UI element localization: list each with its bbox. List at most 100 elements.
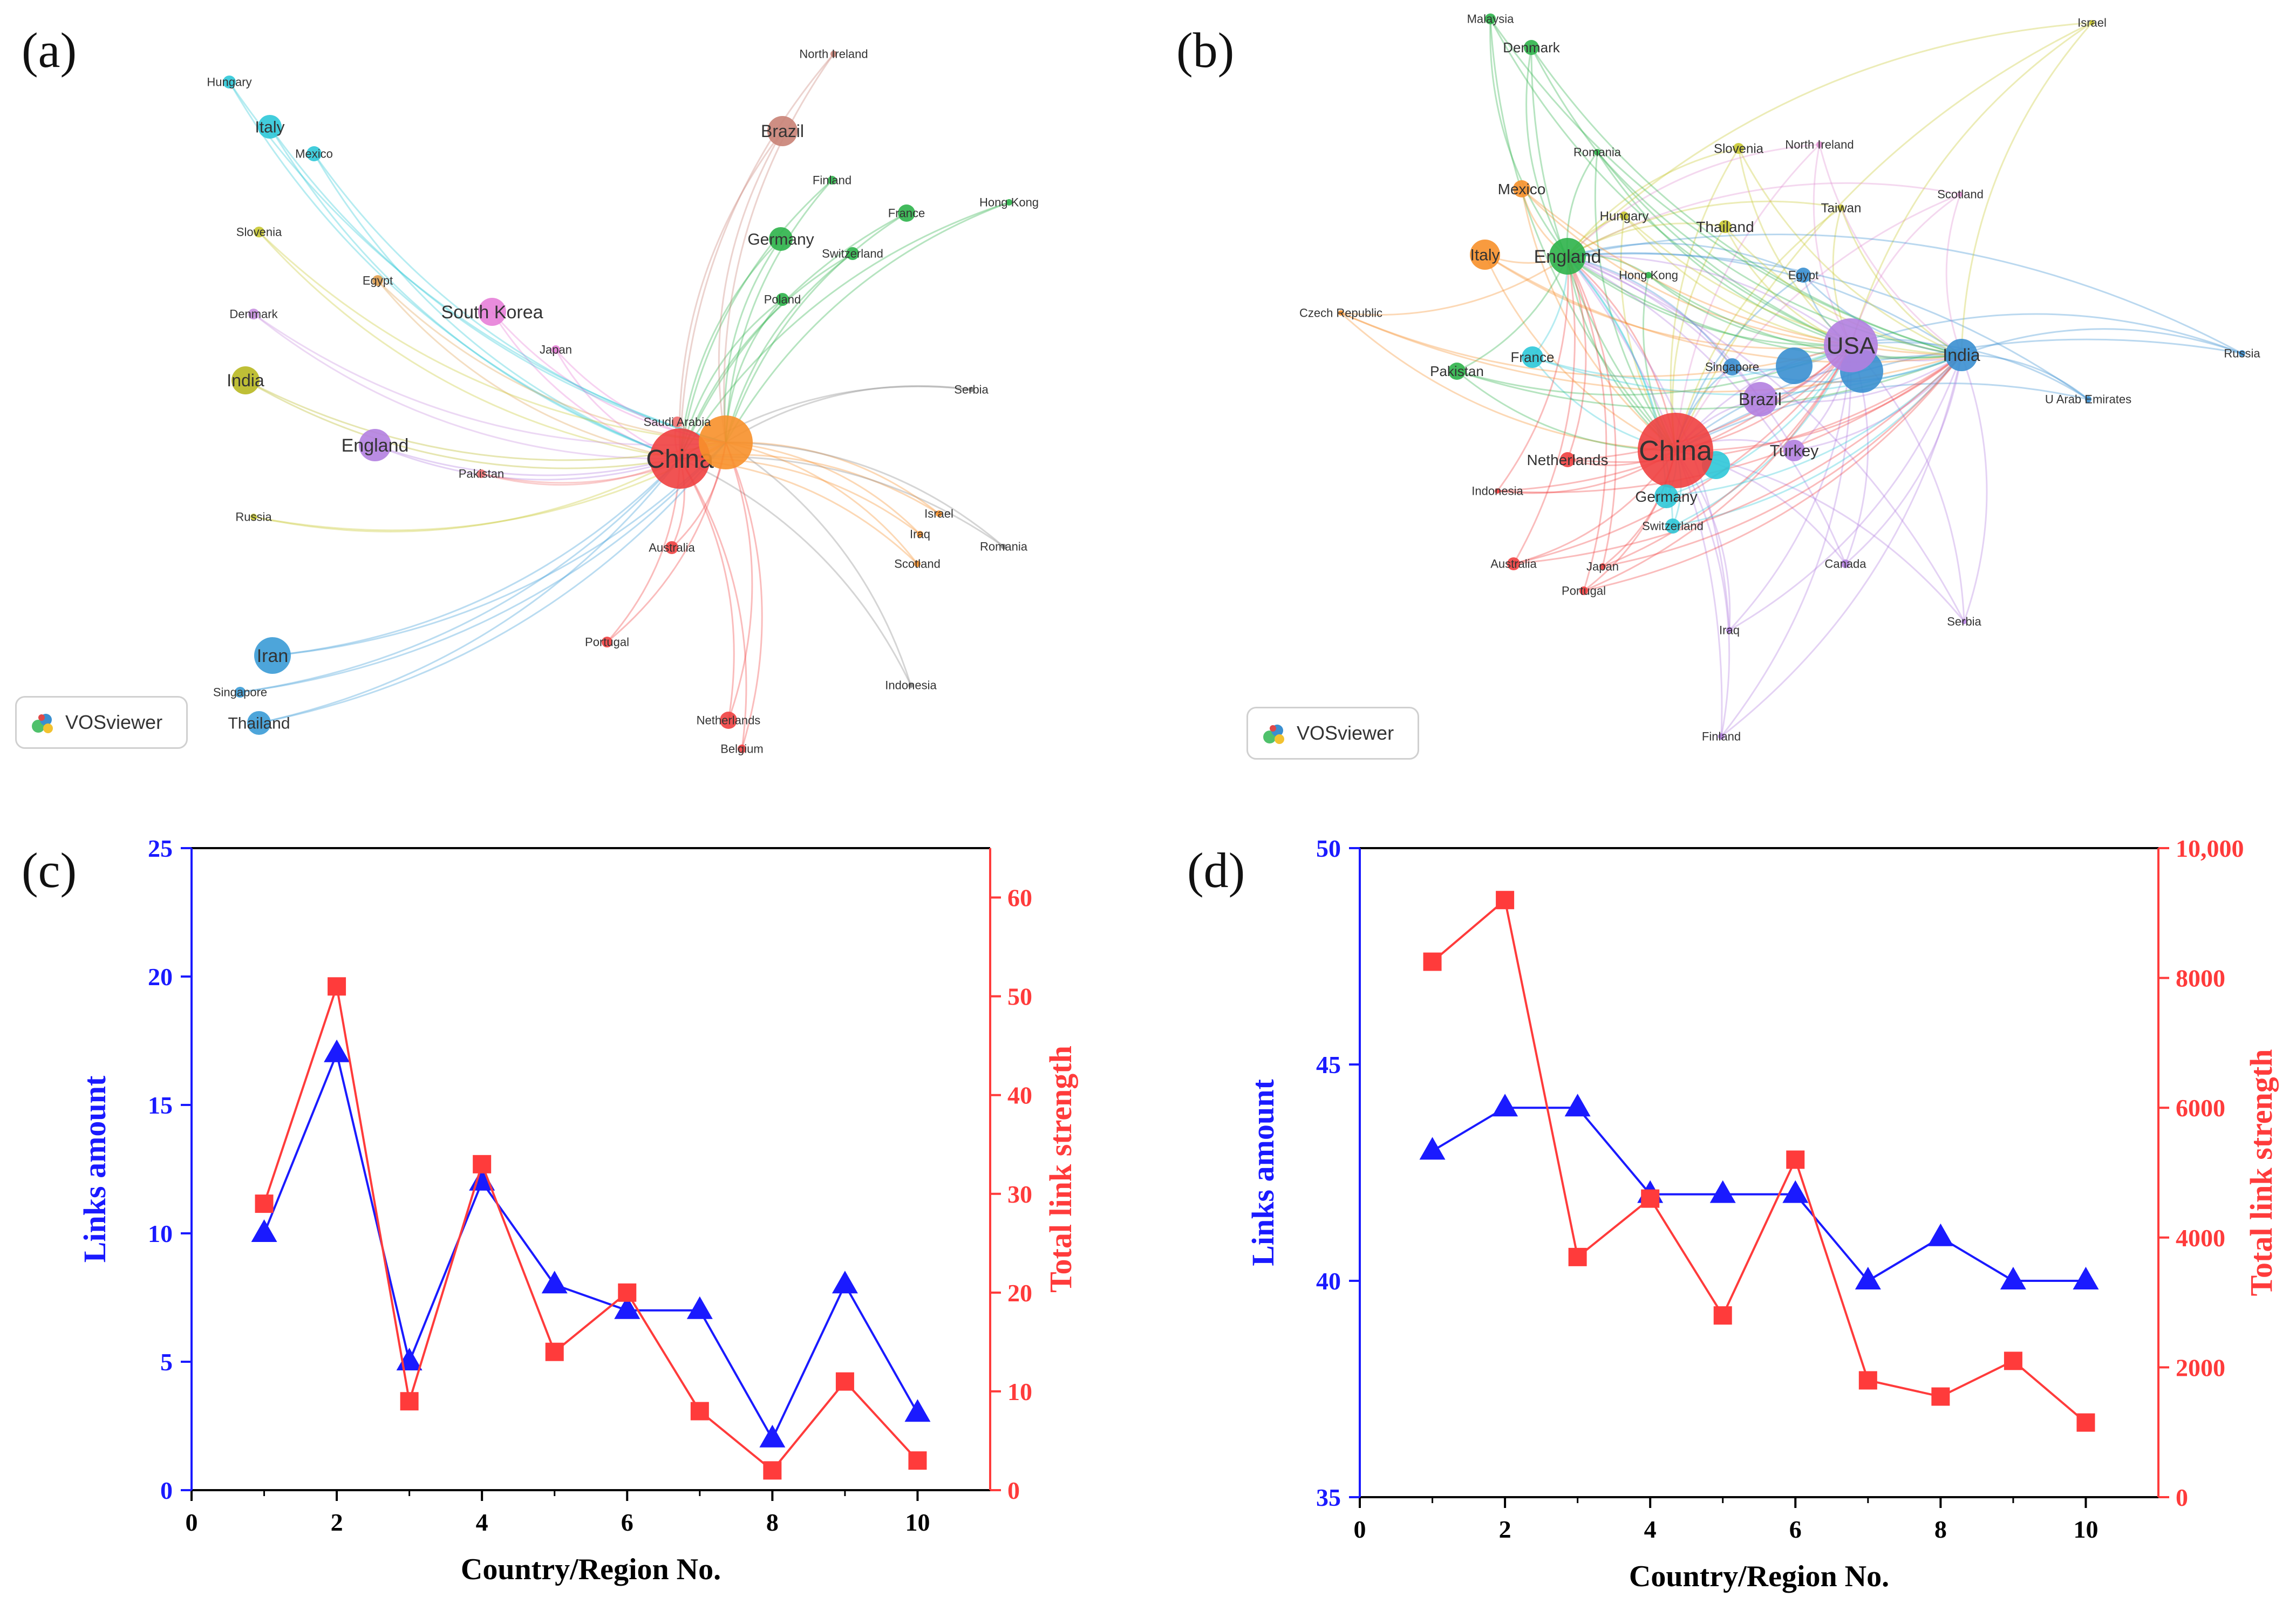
x-tick-label: 2 xyxy=(331,1509,343,1536)
network-b-link xyxy=(1583,345,1852,592)
network-b-node-hong-kong xyxy=(1645,272,1652,278)
network-b-link xyxy=(1521,188,1851,346)
network-b-link xyxy=(1567,255,1965,622)
network-b-link xyxy=(1960,354,1988,622)
network-a-node-label-thailand: Thailand xyxy=(228,715,290,733)
network-b-link xyxy=(1945,194,1963,356)
network-a-node-unlabeled xyxy=(699,415,753,469)
network-b-link xyxy=(1738,148,1851,346)
panel-label-a: (a) xyxy=(22,23,77,78)
network-b-node-canada xyxy=(1841,559,1850,568)
network-b-link xyxy=(1567,222,1726,257)
network-b-link xyxy=(1566,22,2093,257)
links-amount-point xyxy=(686,1296,713,1319)
network-b-link xyxy=(1566,147,1739,257)
network-b-node-label-finland: Finland xyxy=(1702,730,1741,743)
network-b-node-germany xyxy=(1654,484,1678,508)
network-a-node-label-japan: Japan xyxy=(540,343,572,357)
network-b-node-label-scotland: Scotland xyxy=(1937,188,1984,201)
chart-c: 0 2 4 6 8 10 0 5 10 15 20 25 0 10 20 30 40 50 60 Country/Re… xyxy=(77,835,1078,1586)
network-a-link xyxy=(313,153,680,460)
network-b-link xyxy=(1666,354,1963,497)
network-b-link xyxy=(1728,345,1852,631)
network-b-link xyxy=(1567,255,1962,359)
network-a-node-label-finland: Finland xyxy=(813,174,851,187)
network-b-node-label-hungary: Hungary xyxy=(1600,209,1649,223)
network-b-node-label-portugal: Portugal xyxy=(1562,584,1606,598)
network-b-link xyxy=(1961,354,2089,400)
network-a-link xyxy=(679,238,782,459)
network-b-link xyxy=(1596,152,1851,346)
network-a-node-label-poland: Poland xyxy=(764,293,801,306)
network-a-node-label-slovenia: Slovenia xyxy=(236,226,282,239)
network-a-node-thailand xyxy=(247,711,271,735)
network-a-link xyxy=(253,313,680,460)
network-a-node-iraq xyxy=(917,531,923,537)
network-b-node-iraq xyxy=(1726,627,1733,633)
links-amount-point xyxy=(1564,1094,1591,1117)
right-y-tick-label: 30 xyxy=(1007,1180,1032,1208)
network-a-node-label-hungary: Hungary xyxy=(207,76,251,89)
network-b-node-romania xyxy=(1594,149,1600,155)
network-b-node-label-iraq: Iraq xyxy=(1719,624,1740,637)
network-b-link xyxy=(1583,354,1963,592)
network-a-node-poland xyxy=(776,293,789,306)
total-link-strength-point xyxy=(255,1195,274,1213)
network-a-node-finland xyxy=(828,176,836,185)
left-y-tick-label: 35 xyxy=(1316,1484,1341,1511)
total-link-strength-point xyxy=(908,1451,927,1470)
network-a-link xyxy=(607,442,727,643)
network-b-node-label-australia: Australia xyxy=(1490,557,1537,571)
network-a-node-netherlands xyxy=(720,712,737,729)
network-b-node-label-thailand: Thailand xyxy=(1696,219,1754,235)
left-y-tick-label: 20 xyxy=(148,963,173,991)
network-b-link xyxy=(1521,188,1676,452)
network-b-node-label-slovenia: Slovenia xyxy=(1714,141,1764,156)
panel-label-d: (d) xyxy=(1187,843,1245,898)
network-a-node-label-belgium: Belgium xyxy=(720,742,763,756)
network-b-node-label-israel: Israel xyxy=(2077,16,2107,30)
network-b-link xyxy=(1340,255,1568,316)
network-b-link xyxy=(1813,144,1852,346)
network-b-link xyxy=(1729,354,1963,631)
right-y-tick-label: 40 xyxy=(1007,1082,1032,1109)
network-a-link xyxy=(374,444,680,481)
left-y-axis-title: Links amount xyxy=(77,1075,112,1262)
network-b-link xyxy=(1674,450,1730,737)
network-a-link xyxy=(725,201,1010,443)
links-amount-point xyxy=(324,1039,350,1062)
network-a-link xyxy=(258,231,726,443)
x-tick-label: 0 xyxy=(1354,1516,1366,1543)
network-b-link xyxy=(1530,47,1851,346)
network-b-link xyxy=(1567,242,1804,276)
network-b-link xyxy=(1489,18,1851,346)
network-a-link xyxy=(269,126,680,460)
x-tick-label: 8 xyxy=(1934,1516,1947,1543)
vosviewer-badge-a: VOSviewer xyxy=(15,696,188,749)
network-a-link xyxy=(228,81,680,460)
network-b-node-netherlands xyxy=(1560,452,1575,467)
network-a-node-label-scotland: Scotland xyxy=(894,557,941,571)
network-b-node-label-usa: USA xyxy=(1827,332,1876,359)
network-b-link xyxy=(1566,256,1607,591)
network-b-link xyxy=(1672,345,1852,527)
network-b-link xyxy=(1566,144,1820,257)
network-b-node-label-england: England xyxy=(1534,247,1602,267)
network-b-node-label-russia: Russia xyxy=(2224,347,2260,360)
network-a-node-label-england: England xyxy=(342,435,409,456)
network-b-link xyxy=(1720,345,1852,737)
network-b-node-label-taiwan: Taiwan xyxy=(1821,201,1862,215)
network-b-link xyxy=(1567,252,2089,400)
network-b-node-taiwan xyxy=(1838,204,1844,211)
links-amount-point xyxy=(1927,1223,1954,1246)
left-y-tick-label: 10 xyxy=(148,1220,173,1247)
network-b-node-japan xyxy=(1599,563,1606,570)
total-link-strength-point xyxy=(1423,952,1442,971)
network-b-link xyxy=(1456,256,1569,372)
right-y-tick-label: 0 xyxy=(1007,1477,1020,1504)
network-a-link xyxy=(258,442,727,724)
x-tick-label: 4 xyxy=(476,1509,488,1536)
network-b-link xyxy=(1567,255,1761,400)
network-b-link xyxy=(1484,254,1676,452)
network-b-link xyxy=(1674,144,1821,451)
